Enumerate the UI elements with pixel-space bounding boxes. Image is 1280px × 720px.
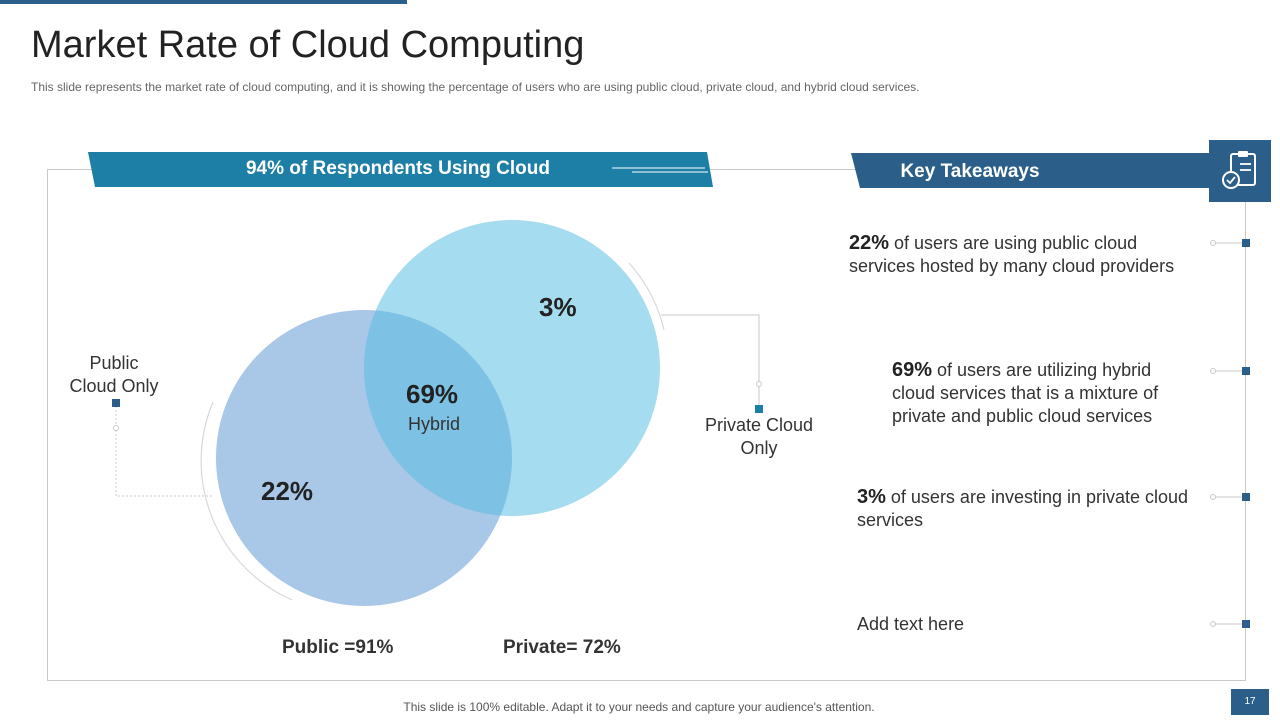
key-takeaways-banner-shape	[851, 153, 1210, 188]
takeaway-text: of users are investing in private cloud …	[857, 487, 1189, 530]
takeaway-text: of users are using public cloud services…	[849, 233, 1175, 276]
hybrid-label: Hybrid	[407, 414, 460, 434]
public-label-line: Cloud Only	[69, 376, 159, 396]
public-only-percentage: 22%	[261, 476, 314, 506]
slide-footer: This slide is 100% editable. Adapt it to…	[403, 700, 875, 714]
private-label-line: Only	[740, 438, 778, 458]
takeaway-percentage: 3%	[857, 486, 886, 508]
private-label-line: Private Cloud	[704, 415, 814, 435]
takeaway-marker	[1242, 367, 1250, 375]
public-label-line: Public	[89, 353, 139, 373]
private-connector-line	[661, 314, 760, 405]
banner-shape	[88, 152, 713, 187]
private-connector-marker	[755, 405, 763, 413]
slide-title: Market Rate of Cloud Computing	[31, 24, 585, 66]
private-only-percentage: 3%	[539, 292, 577, 322]
takeaway-marker	[1242, 493, 1250, 501]
takeaway-item: 3% of users are investing in private clo…	[857, 486, 1207, 532]
hybrid-overlap	[364, 310, 512, 516]
page-number: 17	[1231, 689, 1269, 715]
takeaway-item[interactable]: Add text here	[857, 613, 1157, 636]
banner-title: 94% of Respondents Using Cloud	[245, 158, 551, 179]
takeaway-percentage: 22%	[849, 232, 890, 254]
key-takeaways-title: Key Takeaways	[900, 161, 1040, 182]
public-circle-deco-arc	[200, 401, 293, 601]
private-total: Private= 72%	[503, 637, 621, 658]
public-connector-marker	[112, 399, 120, 407]
private-circle-deco-arc	[628, 262, 665, 331]
private-cloud-only-label: Private Cloud Only	[694, 414, 824, 460]
takeaway-percentage: 69%	[892, 359, 933, 381]
takeaway-item: 22% of users are using public cloud serv…	[849, 232, 1199, 278]
slide-subtitle: This slide represents the market rate of…	[31, 80, 920, 94]
top-accent-bar	[0, 0, 407, 4]
takeaway-text: of users are utilizing hybrid cloud serv…	[892, 360, 1159, 426]
takeaway-marker	[1242, 239, 1250, 247]
add-text-placeholder[interactable]: Add text here	[857, 614, 965, 634]
takeaway-item: 69% of users are utilizing hybrid cloud …	[892, 359, 1192, 428]
public-total: Public =91%	[282, 637, 394, 658]
public-cloud-only-label: Public Cloud Only	[54, 352, 174, 398]
public-connector-line	[115, 406, 212, 497]
clipboard-check-icon	[1209, 140, 1271, 202]
hybrid-percentage: 69%	[406, 379, 459, 409]
takeaway-marker	[1242, 620, 1250, 628]
